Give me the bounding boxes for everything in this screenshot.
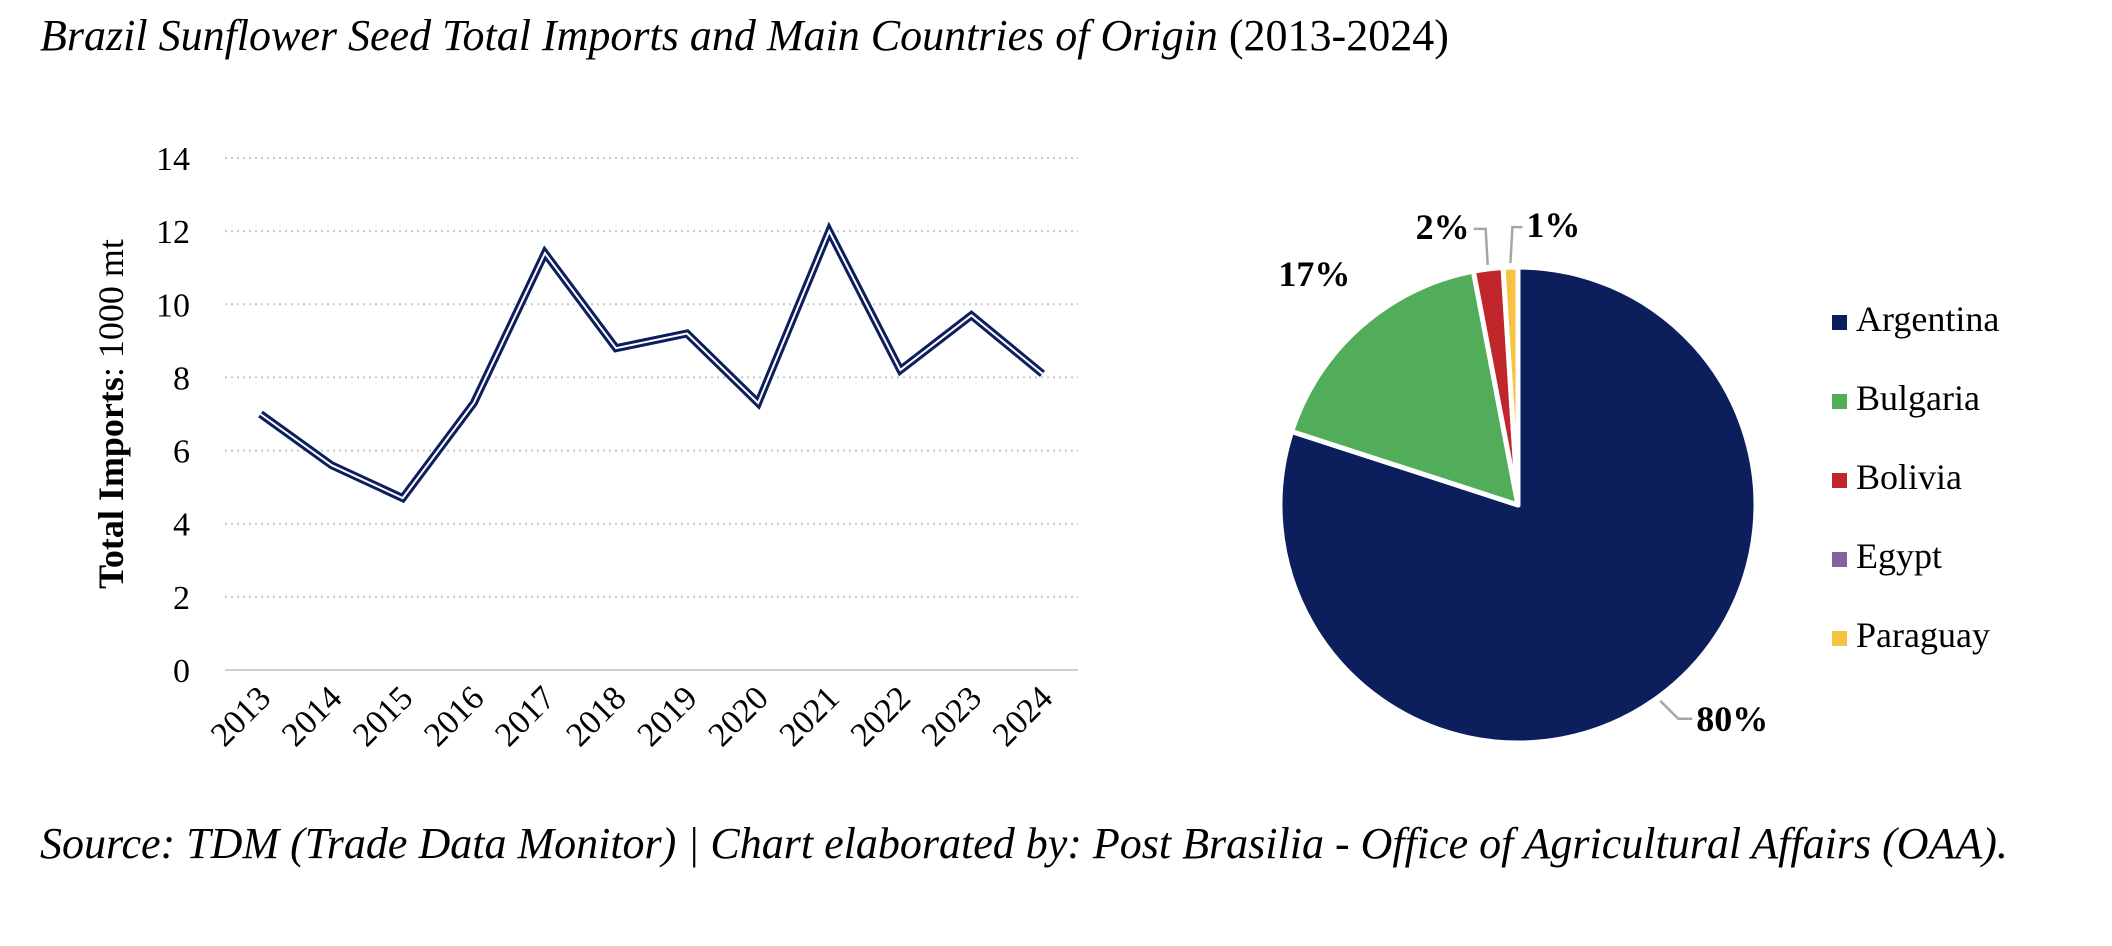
x-tick-label: 2015 [346, 679, 420, 753]
y-axis-label: Total Imports: 1000 mt [91, 239, 131, 589]
legend-swatch-argentina [1832, 315, 1847, 330]
x-tick-label: 2020 [702, 679, 776, 753]
legend-swatch-paraguay [1832, 631, 1847, 646]
chart-title-years: (2013-2024) [1217, 11, 1449, 60]
series-line-highlight [259, 228, 1044, 500]
pie-slice-paraguay [1500, 264, 1521, 508]
x-tick-label: 2021 [773, 679, 847, 753]
pie-label-bulgaria: 17% [1278, 254, 1350, 294]
y-axis-label-unit: : 1000 mt [91, 239, 131, 377]
legend-label-egypt: Egypt [1856, 536, 1942, 576]
legend-label-bolivia: Bolivia [1856, 457, 1962, 497]
pie-label-argentina: 80% [1696, 699, 1768, 739]
chart-title: Brazil Sunflower Seed Total Imports and … [40, 10, 1449, 61]
y-tick-label: 2 [173, 580, 190, 617]
x-tick-label: 2017 [488, 679, 562, 753]
y-tick-label: 14 [156, 141, 190, 178]
x-tick-label: 2018 [559, 679, 633, 753]
x-tick-label: 2014 [275, 679, 349, 753]
pie-legend: Argentina Bulgaria Bolivia Egypt Paraguay [1832, 299, 1999, 655]
leader-line [1473, 227, 1489, 265]
leader-line [1509, 225, 1523, 264]
y-tick-label: 8 [173, 360, 190, 397]
x-tick-label: 2013 [204, 679, 278, 753]
y-tick-label: 10 [156, 287, 190, 324]
y-tick-label: 12 [156, 214, 190, 251]
legend-label-paraguay: Paraguay [1856, 615, 1990, 655]
y-tick-label: 4 [173, 507, 190, 544]
x-tick-label: 2024 [986, 679, 1060, 753]
legend-swatch-egypt [1832, 552, 1847, 567]
y-axis-label-bold: Total Imports [91, 377, 131, 589]
pie-slice-argentina [1277, 264, 1759, 746]
chart-title-main: Brazil Sunflower Seed Total Imports and … [40, 11, 1218, 60]
legend-label-bulgaria: Bulgaria [1856, 378, 1980, 418]
series-line [258, 221, 1046, 504]
legend-label-argentina: Argentina [1856, 299, 1999, 339]
pie-chart: 80% 17% 2% 1% [1277, 205, 1768, 746]
charts-svg: 0246810121420132014201520162017201820192… [91, 141, 1999, 754]
pie-label-bolivia: 2% [1416, 207, 1470, 247]
pie-slice-bulgaria [1289, 268, 1521, 508]
x-tick-label: 2019 [630, 679, 704, 753]
legend-swatch-bulgaria [1832, 394, 1847, 409]
pie-label-paraguay: 1% [1526, 205, 1580, 245]
source-note: Source: TDM (Trade Data Monitor) | Chart… [40, 819, 2008, 868]
line-chart: 0246810121420132014201520162017201820192… [91, 141, 1078, 754]
x-tick-label: 2016 [417, 679, 491, 753]
x-tick-label: 2022 [844, 679, 918, 753]
legend-swatch-bolivia [1832, 473, 1847, 488]
y-tick-label: 0 [173, 653, 190, 690]
leader-line [1659, 699, 1693, 721]
y-tick-label: 6 [173, 434, 190, 471]
x-tick-label: 2023 [915, 679, 989, 753]
